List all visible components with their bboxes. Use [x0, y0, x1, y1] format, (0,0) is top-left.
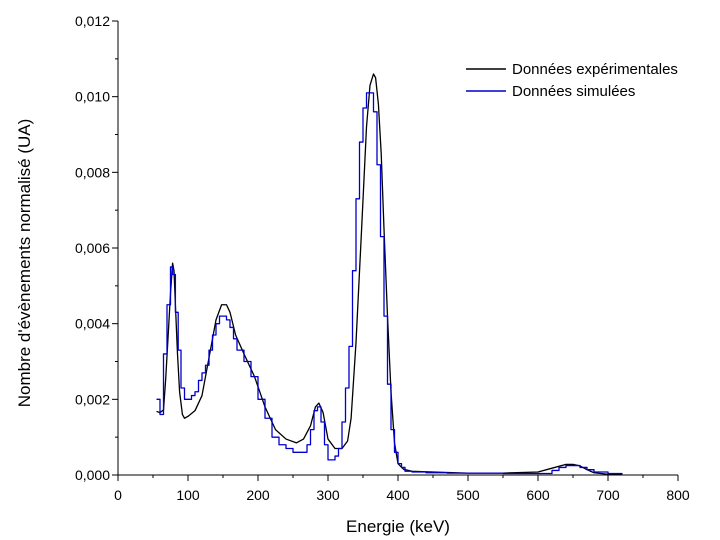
- legend-label: Données expérimentales: [512, 61, 678, 78]
- y-tick-label: 0,008: [75, 164, 110, 180]
- x-tick-label: 0: [114, 487, 122, 503]
- x-tick-label: 200: [246, 487, 270, 503]
- axes: 0 100 200 300 400 500 600 700 800 0,000 0,002 0,004…: [75, 13, 690, 503]
- series-line-simulated: [156, 92, 623, 475]
- x-axis-title: Energie (keV): [346, 517, 450, 536]
- y-tick-label: 0,000: [75, 467, 110, 483]
- legend: Données expérimentales Données simulées: [466, 61, 678, 100]
- x-tick-label: 600: [526, 487, 550, 503]
- x-tick-label: 500: [456, 487, 480, 503]
- x-tick-label: 300: [316, 487, 340, 503]
- series-layer: [156, 73, 623, 475]
- x-tick-label: 700: [596, 487, 620, 503]
- x-tick-label: 100: [176, 487, 200, 503]
- y-tick-label: 0,010: [75, 89, 110, 105]
- x-tick-label: 400: [386, 487, 410, 503]
- y-tick-label: 0,004: [75, 316, 110, 332]
- y-tick-label: 0,012: [75, 13, 110, 29]
- y-axis-title: Nombre d'évènements normalisé (UA): [15, 119, 34, 408]
- x-tick-label: 800: [666, 487, 690, 503]
- legend-label: Données simulées: [512, 83, 635, 100]
- series-line-experimental: [156, 73, 622, 475]
- y-tick-label: 0,006: [75, 240, 110, 256]
- y-tick-label: 0,002: [75, 391, 110, 407]
